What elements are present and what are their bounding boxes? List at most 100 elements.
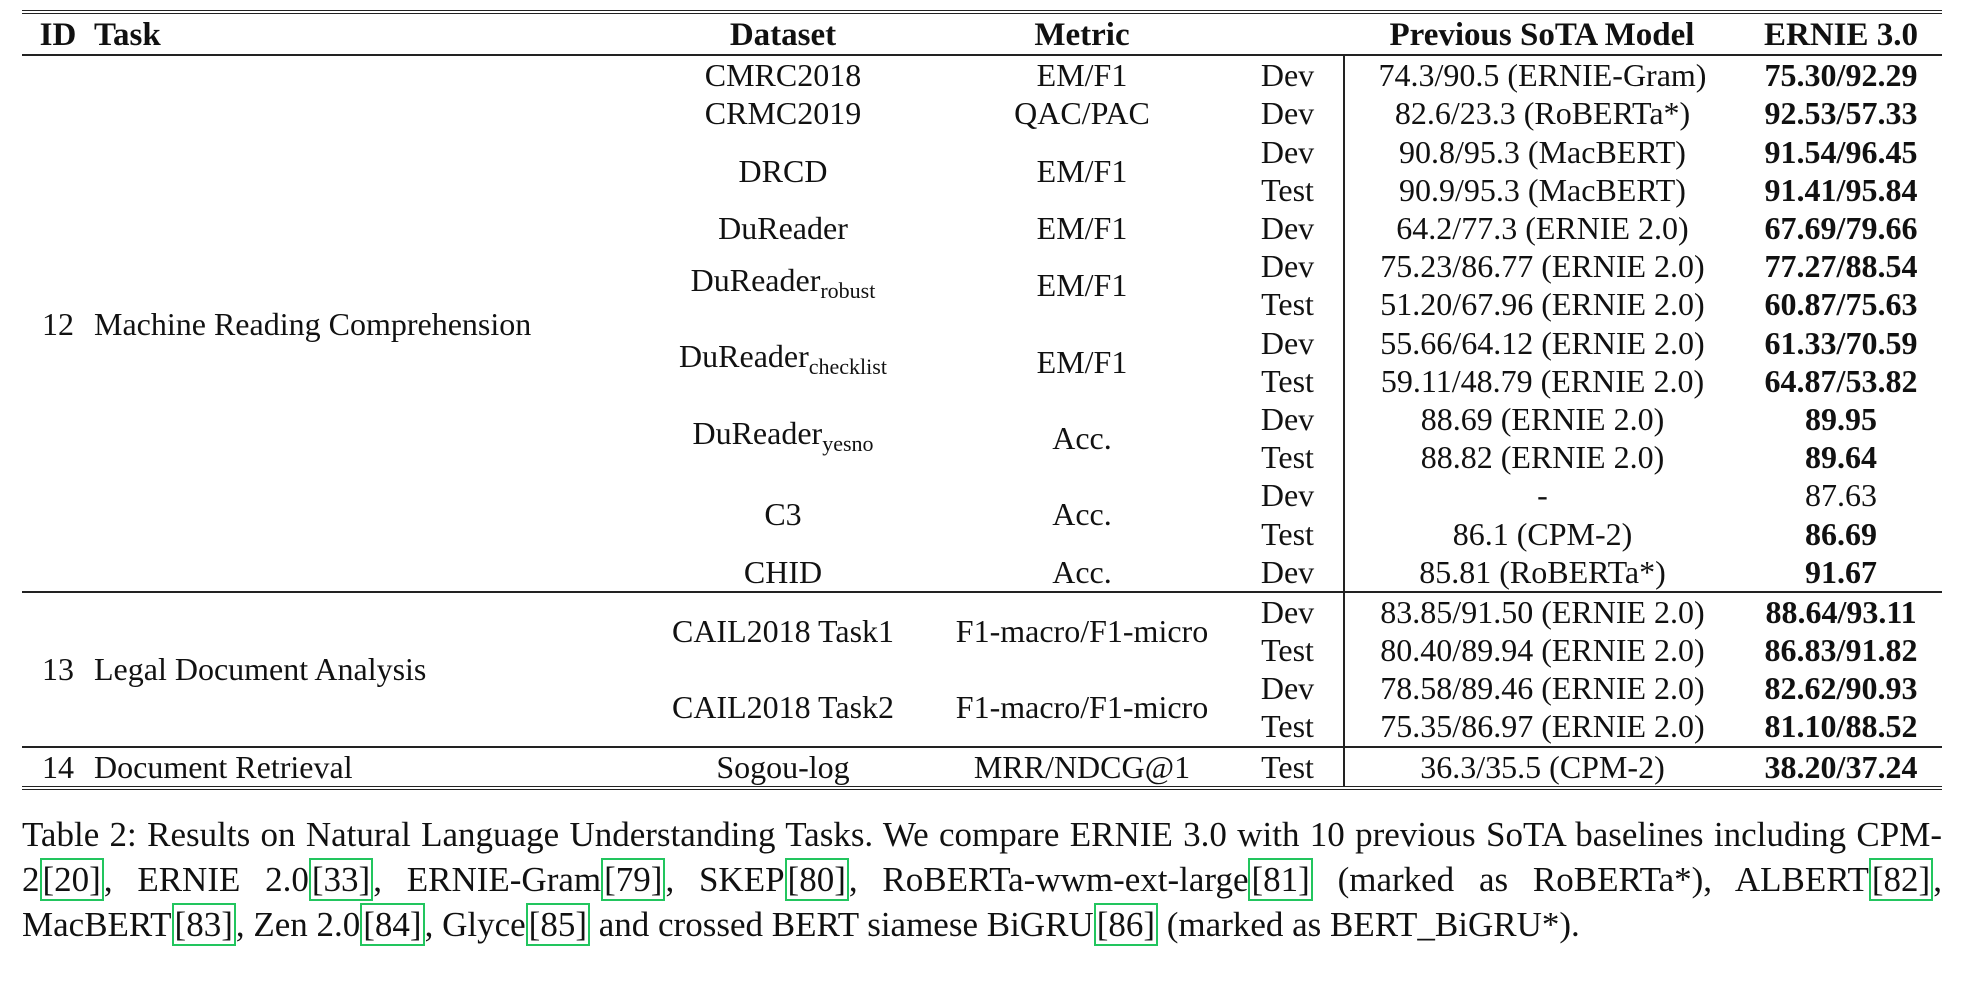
previous-sota-cell: - [1343, 476, 1740, 515]
dataset-name: CRMC2019 [704, 95, 862, 132]
table-row: DuReaderrobust EM/F1 Dev 75.23/86.77 (ERNIE… [22, 247, 1942, 303]
previous-sota-cell: 36.3/35.5 (CPM-2) [1343, 745, 1740, 790]
dataset-name: DuReader [718, 210, 848, 247]
split-cell: Test [1261, 632, 1314, 669]
previous-sota-cell: 88.69 (ERNIE 2.0) [1343, 399, 1740, 439]
split-cell: Test [1261, 515, 1314, 552]
header-dataset: Dataset [634, 9, 932, 57]
metric-cell: F1-macro/F1-micro [955, 689, 1209, 726]
split-cell: Test [1261, 171, 1314, 208]
table-caption: Table 2: Results on Natural Language Und… [22, 812, 1942, 947]
table-row: Test 59.11/48.79 (ERNIE 2.0) 64.87/53.82 [22, 361, 1942, 400]
dataset-cell: DRCD [634, 133, 932, 209]
citation-link[interactable]: [33] [308, 858, 374, 901]
metric-cell: MRR/NDCG@1 [932, 745, 1232, 790]
metric-cell: Acc. [1052, 496, 1112, 533]
table-row: 13 Legal Document Analysis CAIL2018 Task1 F… [22, 590, 1942, 747]
ernie-result-cell: 92.53/57.33 [1764, 95, 1918, 132]
table-row: 14 Document Retrieval Sogou-log MRR/NDCG@1 T… [22, 745, 1942, 790]
citation-link[interactable]: [82] [1868, 858, 1934, 901]
table-row: 12 Machine Reading Comprehension CMRC2018 E… [22, 55, 1942, 342]
previous-sota-cell: 80.40/89.94 (ERNIE 2.0) [1343, 631, 1740, 670]
ernie-result-cell: 81.10/88.52 [1764, 708, 1918, 745]
metric-cell: EM/F1 [1036, 57, 1128, 94]
caption-text: , ERNIE-Gram [373, 860, 602, 899]
caption-text: and crossed BERT siamese BiGRU [589, 905, 1094, 944]
previous-sota-cell: 55.66/64.12 (ERNIE 2.0) [1343, 323, 1740, 362]
split-cell: Test [1261, 286, 1314, 323]
citation-link[interactable]: [20] [39, 858, 104, 901]
caption-text: , Glyce [424, 905, 526, 944]
split-cell: Test [1261, 362, 1314, 399]
table-row: Test 88.82 (ERNIE 2.0) 89.64 [22, 438, 1942, 477]
table-row: CAIL2018 Task2 F1-macro/F1-micro Dev 78.58/… [22, 669, 1942, 725]
ernie-result-cell: 75.30/92.29 [1764, 57, 1918, 94]
dataset-cell: Sogou-log [634, 745, 932, 790]
citation-link[interactable]: [84] [360, 903, 425, 946]
dataset-name: C3 [764, 496, 802, 533]
caption-text: , RoBERTa-wwm-ext-large [848, 860, 1249, 899]
citation-link[interactable]: [83] [171, 903, 236, 946]
previous-sota-cell: 59.11/48.79 (ERNIE 2.0) [1343, 361, 1740, 400]
previous-sota-cell: 88.82 (ERNIE 2.0) [1343, 438, 1740, 477]
dataset-cell: DuReaderrobust [634, 247, 932, 323]
ernie-result-cell: 91.54/96.45 [1764, 133, 1918, 170]
split-cell: Dev [1260, 210, 1315, 247]
citation-link[interactable]: [85] [525, 903, 590, 946]
dataset-name: DRCD [738, 152, 828, 189]
dataset-name: CHID [743, 553, 823, 590]
results-table-container: ID Task Dataset Metric Previous SoTA Mod… [22, 9, 1942, 790]
citation-link[interactable]: [86] [1093, 903, 1159, 946]
task-name-cell: Machine Reading Comprehension [94, 305, 532, 342]
split-cell: Test [1261, 439, 1314, 476]
dataset-cell: CAIL2018 Task2 [634, 669, 932, 746]
split-cell: Dev [1260, 57, 1315, 94]
previous-sota-cell: 74.3/90.5 (ERNIE-Gram) [1343, 55, 1740, 95]
table-row: CHID Acc. Dev 85.81 (RoBERTa*) 91.67 [22, 552, 1942, 592]
dataset-name: Sogou-log [716, 748, 850, 785]
ernie-result-cell: 61.33/70.59 [1764, 324, 1918, 361]
dataset-cell: DuReader [634, 209, 932, 247]
previous-sota-cell: 85.81 (RoBERTa*) [1343, 552, 1740, 592]
caption-text: , MacBERT [22, 860, 1942, 944]
split-cell: Dev [1260, 553, 1315, 590]
table-body: 12 Machine Reading Comprehension CMRC2018 E… [22, 55, 1942, 790]
table-row: Test 86.1 (CPM-2) 86.69 [22, 514, 1942, 553]
ernie-result-cell: 88.64/93.11 [1740, 590, 1942, 631]
split-cell: Dev [1260, 133, 1315, 170]
split-cell: Dev [1260, 400, 1315, 437]
table-row: Test 80.40/89.94 (ERNIE 2.0) 86.83/91.82 [22, 631, 1942, 670]
task-name-cell: Legal Document Analysis [94, 590, 634, 747]
dataset-name: CAIL2018 Task2 [671, 689, 895, 726]
metric-cell: EM/F1 [1036, 210, 1128, 247]
header-task: Task [94, 9, 634, 57]
caption-text: Table 2: Results on Natural Language Und… [22, 815, 1942, 899]
table-header-row: ID Task Dataset Metric Previous SoTA Mod… [22, 9, 1942, 57]
previous-sota-cell: 78.58/89.46 (ERNIE 2.0) [1343, 669, 1740, 708]
caption-text: , Zen 2.0 [235, 905, 361, 944]
dataset-name: DuReader [690, 261, 821, 298]
citation-link[interactable]: [80] [784, 858, 849, 901]
split-cell: Dev [1232, 590, 1344, 631]
header-previous-sota: Previous SoTA Model [1344, 9, 1740, 57]
results-table: ID Task Dataset Metric Previous SoTA Mod… [22, 9, 1942, 790]
split-cell: Dev [1260, 477, 1315, 514]
ernie-result-cell: 91.67 [1805, 553, 1877, 590]
ernie-result-cell: 82.62/90.93 [1764, 670, 1918, 707]
split-cell: Test [1261, 708, 1314, 745]
dataset-cell: CMRC2018 [634, 55, 932, 94]
citation-link[interactable]: [81] [1248, 858, 1313, 901]
dataset-subscript: yesno [822, 430, 874, 456]
ernie-result-cell: 89.64 [1805, 439, 1877, 476]
previous-sota-cell: 90.8/95.3 (MacBERT) [1343, 132, 1740, 171]
citation-link[interactable]: [79] [601, 858, 666, 901]
split-cell: Dev [1260, 95, 1315, 132]
previous-sota-cell: 51.20/67.96 (ERNIE 2.0) [1343, 285, 1740, 324]
header-split [1232, 9, 1344, 57]
previous-sota-cell: 64.2/77.3 (ERNIE 2.0) [1343, 208, 1740, 248]
split-cell: Dev [1260, 324, 1315, 361]
dataset-cell: CRMC2019 [634, 94, 932, 132]
task-id-cell: 14 [22, 745, 94, 790]
task-name-cell: Document Retrieval [94, 745, 634, 790]
ernie-result-cell: 38.20/37.24 [1740, 745, 1942, 790]
